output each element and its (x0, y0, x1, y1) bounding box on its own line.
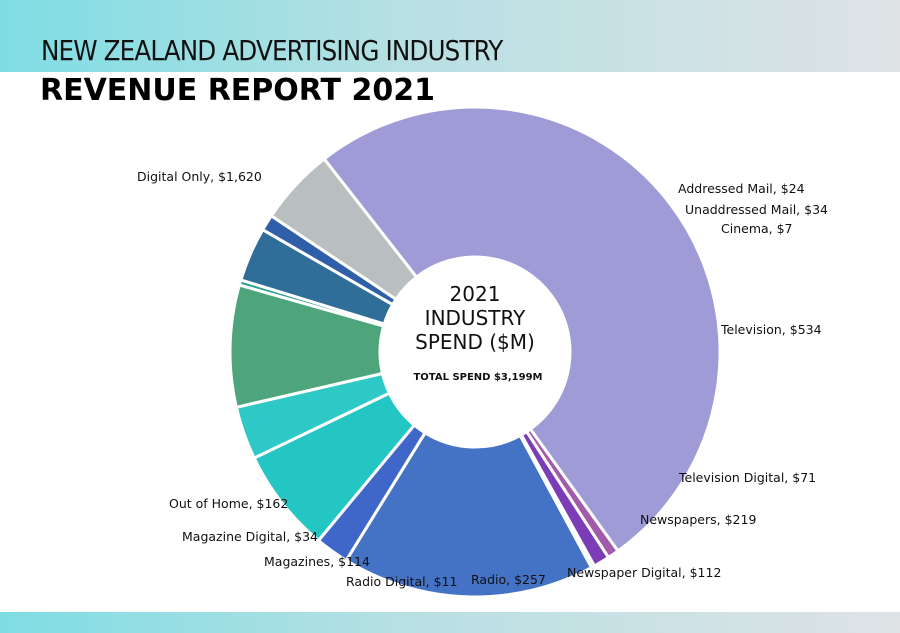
slices-group (228, 105, 722, 599)
label-unaddressed-mail: Unaddressed Mail, $34 (685, 202, 828, 217)
center-total-text: TOTAL SPEND $3,199M (413, 372, 542, 383)
label-magazine-digital: Magazine Digital, $34 (182, 529, 318, 544)
footer-band (0, 612, 900, 633)
label-newspapers: Newspapers, $219 (640, 512, 756, 527)
label-newspaper-digital: Newspaper Digital, $112 (567, 565, 721, 580)
labels-group: Digital Only, $1,620 Addressed Mail, $24 U… (137, 169, 828, 589)
label-television-digital: Television Digital, $71 (678, 470, 816, 485)
center-title-line2: INDUSTRY (425, 306, 526, 330)
label-magazines: Magazines, $114 (264, 554, 370, 569)
page-subtitle: REVENUE REPORT 2021 (40, 73, 435, 108)
label-digital-only: Digital Only, $1,620 (137, 169, 262, 184)
label-radio-digital: Radio Digital, $11 (346, 574, 457, 589)
label-television: Television, $534 (720, 322, 822, 337)
label-cinema: Cinema, $7 (721, 221, 793, 236)
label-addressed-mail: Addressed Mail, $24 (678, 181, 805, 196)
center-title-line1: 2021 (450, 282, 501, 306)
label-out-of-home: Out of Home, $162 (169, 496, 288, 511)
label-radio: Radio, $257 (471, 572, 546, 587)
header-band (0, 0, 900, 72)
center-title-line3: SPEND ($M) (415, 330, 535, 354)
page-title: NEW ZEALAND ADVERTISING INDUSTRY (41, 34, 503, 67)
donut-hole (380, 257, 570, 447)
